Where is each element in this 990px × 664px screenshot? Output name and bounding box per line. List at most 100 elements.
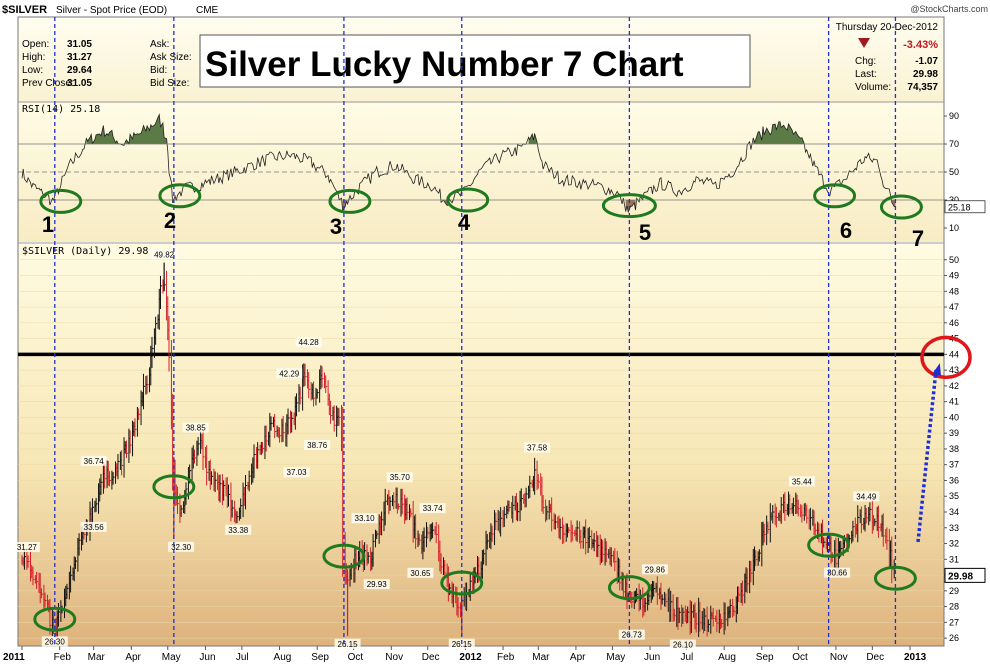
annotation-label: 26.15 xyxy=(452,640,473,649)
stat-value: 31.05 xyxy=(67,78,92,89)
annotation-bg xyxy=(276,368,303,379)
price-tick-label: 29 xyxy=(949,586,959,596)
marker-number: 7 xyxy=(912,226,924,251)
marker-number: 6 xyxy=(840,218,852,243)
annotation-bg xyxy=(351,513,378,524)
price-marker-circle xyxy=(873,565,917,591)
price-axis: 2627282930313233343536373839404142434445… xyxy=(944,255,986,643)
price-tick-label: 39 xyxy=(949,428,959,438)
price-tick-label: 49 xyxy=(949,271,959,281)
exchange-label: CME xyxy=(196,5,219,16)
price-tick-label: 33 xyxy=(949,523,959,533)
chart-frame xyxy=(17,16,945,647)
marker-number: 2 xyxy=(164,208,176,233)
price-label: $SILVER (Daily) 29.98 xyxy=(22,246,148,257)
annotation-label: 42.29 xyxy=(279,369,300,378)
rsi-last-box xyxy=(944,200,986,214)
x-tick-label: Apr xyxy=(570,652,586,663)
stat-value: -1.07 xyxy=(915,56,938,67)
annotation-bg xyxy=(669,639,696,650)
price-tick-label: 47 xyxy=(949,302,959,312)
stat-label: Prev Close: xyxy=(22,78,74,89)
annotation-bg xyxy=(419,503,446,514)
x-tick-label: 2012 xyxy=(459,652,482,663)
x-tick-label: May xyxy=(606,652,625,663)
x-tick-label: Jun xyxy=(199,652,215,663)
stat-value: 74,357 xyxy=(907,82,938,93)
stat-label: High: xyxy=(22,52,45,63)
rsi-series xyxy=(21,113,896,214)
price-tick-label: 46 xyxy=(949,318,959,328)
annotation-label: 29.93 xyxy=(367,580,388,589)
price-marker-circle xyxy=(152,474,196,500)
annotation-label: 49.82 xyxy=(154,251,175,260)
annotation-bg xyxy=(824,567,851,578)
stat-label: Open: xyxy=(22,39,49,50)
annotation-bg xyxy=(853,491,880,502)
x-tick-label: Aug xyxy=(274,652,292,663)
annotation-bg xyxy=(386,472,413,483)
price-tick-label: 38 xyxy=(949,444,959,454)
stat-label: Bid: xyxy=(150,65,167,76)
rsi-marker-circle xyxy=(158,183,202,209)
price-tick-label: 42 xyxy=(949,381,959,391)
price-tick-label: 32 xyxy=(949,539,959,549)
x-tick-label: Aug xyxy=(718,652,736,663)
rsi-line xyxy=(21,113,896,214)
annotation-bg xyxy=(13,542,40,553)
annotation-label: 33.10 xyxy=(355,514,376,523)
annotation-label: 30.65 xyxy=(410,569,431,578)
annotation-label: 32.30 xyxy=(171,543,192,552)
x-tick-label: Dec xyxy=(422,652,440,663)
annotation-label: 35.70 xyxy=(390,473,411,482)
x-tick-label: Mar xyxy=(532,652,550,663)
rsi-tick-label: 90 xyxy=(949,111,959,121)
annotation-label: 30.66 xyxy=(827,569,848,578)
annotation-bg xyxy=(80,521,107,532)
rsi-marker-circle xyxy=(328,188,372,214)
rsi-tick-label: 30 xyxy=(949,195,959,205)
x-tick-label: Nov xyxy=(830,652,848,663)
price-tick-label: 27 xyxy=(949,617,959,627)
stat-value: 31.05 xyxy=(67,39,92,50)
description-label: Silver - Spot Price (EOD) xyxy=(56,5,167,16)
price-tick-label: 50 xyxy=(949,255,959,265)
x-tick-label: May xyxy=(162,652,181,663)
symbol-label: $SILVER xyxy=(2,4,47,16)
annotation-label: 44.28 xyxy=(299,338,320,347)
annotation-label: 33.38 xyxy=(228,526,249,535)
target-circle xyxy=(920,335,972,380)
price-tick-label: 28 xyxy=(949,602,959,612)
price-marker-circle xyxy=(440,570,484,596)
annotation-label: 34.49 xyxy=(856,492,877,501)
down-triangle-icon xyxy=(858,38,870,48)
annotation-bg xyxy=(641,564,668,575)
x-tick-label: Jun xyxy=(644,652,660,663)
rsi-tick-label: 10 xyxy=(949,223,959,233)
price-last-box xyxy=(944,567,986,583)
price-tick-label: 37 xyxy=(949,460,959,470)
x-tick-label: Mar xyxy=(88,652,106,663)
stat-value: 31.27 xyxy=(67,52,92,63)
x-tick-label: Jul xyxy=(680,652,693,663)
annotation-bg xyxy=(407,567,434,578)
annotation-bg xyxy=(225,524,252,535)
x-tick-label: Dec xyxy=(866,652,884,663)
annotation-bg xyxy=(334,638,361,649)
rsi-label: RSI(14) 25.18 xyxy=(22,104,100,115)
stat-label: Chg: xyxy=(855,56,876,67)
x-tick-label: Apr xyxy=(125,652,141,663)
rsi-marker-circle xyxy=(601,193,657,219)
x-axis: 2011 Feb Mar Apr May Jun Jul Aug Sep Oct Nov Dec 201… xyxy=(3,646,927,663)
date-label: Thursday 20-Dec-2012 xyxy=(836,22,939,33)
stat-label: Last: xyxy=(855,69,877,80)
stat-label: Ask Size: xyxy=(150,52,192,63)
marker-number: 4 xyxy=(458,210,471,235)
annotation-bg xyxy=(80,455,107,466)
rsi-marker-circle xyxy=(813,183,857,209)
title-box xyxy=(199,34,751,88)
annotation-bg xyxy=(182,422,209,433)
change-pct-label: -3.43% xyxy=(903,39,938,51)
annotation-bg xyxy=(151,249,178,260)
